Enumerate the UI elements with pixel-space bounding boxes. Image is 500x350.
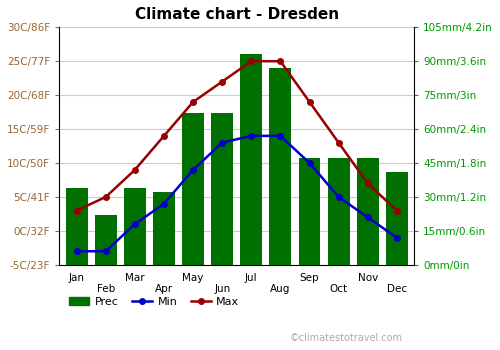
Bar (298, 159, 320, 265)
Text: Aug: Aug (270, 284, 290, 294)
Bar (357, 159, 378, 265)
Bar (124, 188, 146, 265)
Text: Dec: Dec (387, 284, 407, 294)
Text: Jul: Jul (245, 273, 258, 283)
Text: Sep: Sep (300, 273, 320, 283)
Bar (95, 215, 116, 265)
Bar (270, 68, 291, 265)
Text: Jan: Jan (68, 273, 84, 283)
Bar (328, 159, 349, 265)
Text: Jun: Jun (214, 284, 230, 294)
Bar (182, 113, 204, 265)
Text: Nov: Nov (358, 273, 378, 283)
Text: Mar: Mar (125, 273, 144, 283)
Bar (386, 172, 407, 265)
Bar (153, 193, 175, 265)
Text: Apr: Apr (155, 284, 173, 294)
Legend: Prec, Min, Max: Prec, Min, Max (65, 293, 244, 312)
Text: ©climatestotravel.com: ©climatestotravel.com (290, 333, 403, 343)
Bar (212, 113, 233, 265)
Bar (240, 55, 262, 265)
Text: May: May (182, 273, 204, 283)
Text: Oct: Oct (330, 284, 347, 294)
Text: Feb: Feb (96, 284, 115, 294)
Bar (66, 188, 88, 265)
Title: Climate chart - Dresden: Climate chart - Dresden (134, 7, 339, 22)
